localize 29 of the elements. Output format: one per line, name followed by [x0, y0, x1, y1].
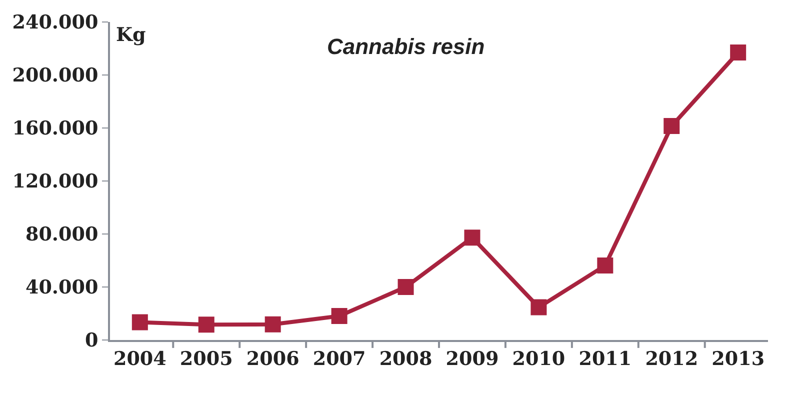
point: [132, 314, 148, 330]
point: [730, 44, 746, 60]
x-tick-label: 2005: [180, 348, 233, 370]
x-tick-label: 2013: [712, 348, 765, 370]
point: [331, 308, 348, 324]
point: [464, 230, 480, 246]
point: [664, 118, 680, 134]
point: [198, 316, 214, 333]
x-tick-label: 2004: [113, 348, 166, 370]
text: Cannabis resin: [327, 34, 485, 59]
point: [530, 299, 547, 316]
x-tick-label: 2007: [312, 348, 366, 370]
y-tick-label: 40.000: [25, 276, 98, 299]
x-tick-label: 2009: [446, 348, 499, 370]
x-tick-label: 2006: [246, 348, 300, 370]
y-tick-label: 240.000: [12, 12, 98, 34]
y-axis-title: Kg: [116, 24, 146, 46]
x-tick-label: 2012: [645, 348, 698, 370]
y-tick-label: 0: [84, 330, 98, 352]
x-tick-label: 2011: [578, 348, 632, 370]
y-tick-label: 120.000: [12, 170, 98, 193]
point: [398, 279, 414, 295]
x-tick-label: 2010: [512, 348, 566, 370]
y-tick-label: 200.000: [12, 64, 98, 87]
x-tick-label: 2008: [379, 348, 432, 370]
point: [597, 258, 614, 274]
y-tick-label: 80.000: [25, 224, 98, 246]
y-tick-label: 160.000: [12, 118, 98, 140]
point: [264, 316, 281, 332]
